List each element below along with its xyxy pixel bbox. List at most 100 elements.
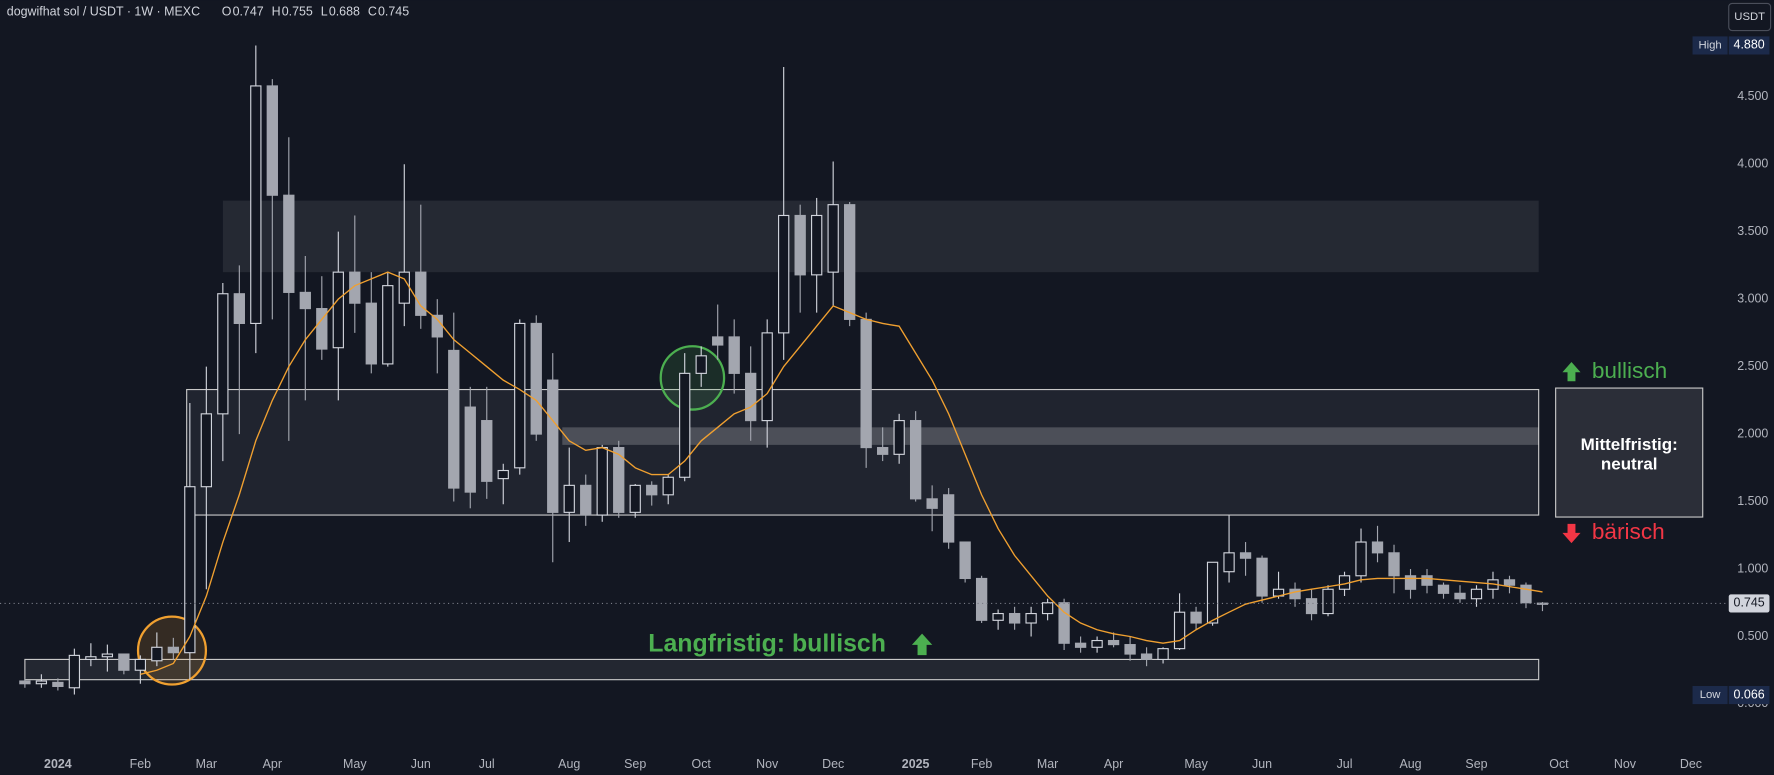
x-tick-label: May	[343, 757, 367, 771]
candle-body	[778, 214, 790, 334]
x-tick-label: Mar	[196, 757, 217, 771]
candle-body	[1404, 575, 1417, 590]
candle-body	[332, 271, 344, 349]
x-tick-label: Sep	[1465, 757, 1487, 771]
last-price-label: 0.745	[1734, 596, 1765, 610]
neutral-box	[1555, 387, 1704, 518]
candle-body	[1421, 575, 1433, 586]
high_marker-value-box	[1728, 36, 1770, 55]
candle-body	[1107, 639, 1120, 646]
x-tick-label: 2025	[902, 757, 930, 771]
down-arrow	[1562, 523, 1581, 544]
currency-button[interactable]	[1728, 2, 1772, 32]
x-tick-label: Jul	[479, 757, 495, 771]
candle-body	[1470, 588, 1483, 600]
candle-body	[646, 484, 658, 496]
x-tick-label: Oct	[692, 757, 712, 771]
x-tick-label: Feb	[971, 757, 993, 771]
y-tick-label: 1.500	[1737, 494, 1768, 508]
symbol: dogwifhat sol / USDT · 1W · MEXC	[7, 5, 200, 19]
candle-body	[942, 494, 955, 543]
candle-body	[745, 372, 757, 422]
y-tick-label: 3.500	[1737, 224, 1768, 238]
x-tick-label: Apr	[263, 757, 282, 771]
candle-body	[876, 447, 889, 455]
ohlc-value: 0.755	[282, 5, 313, 19]
candle-body	[1058, 602, 1070, 644]
candle-body	[200, 413, 212, 488]
candle-body	[1190, 611, 1202, 624]
candle-body	[365, 302, 377, 365]
candle-body	[679, 372, 691, 478]
ohlc-value: 0.745	[378, 5, 409, 19]
candle-body	[662, 476, 674, 496]
x-tick-label: Nov	[1614, 757, 1637, 771]
candle-body	[1355, 541, 1367, 577]
candle-body	[613, 447, 625, 513]
candle-body	[514, 322, 526, 469]
currency[interactable]: USDT	[1734, 11, 1765, 23]
candle-body	[794, 214, 806, 276]
candle-body	[217, 293, 229, 415]
candle-body	[992, 612, 1004, 621]
candle-body	[695, 355, 707, 374]
up-arrow	[1562, 362, 1581, 382]
zones	[24, 200, 1540, 681]
candle-body	[1157, 648, 1169, 661]
x-tick-label: Mar	[1037, 757, 1058, 771]
candle-body	[596, 447, 608, 516]
candle-body	[1388, 552, 1400, 577]
candle-body	[1305, 598, 1318, 615]
x-tick-label: Jul	[1337, 757, 1353, 771]
plot	[19, 45, 1549, 695]
candle-body	[530, 322, 542, 435]
low_marker-tag-label: Low	[1700, 689, 1722, 701]
ohlc-key: O	[222, 5, 232, 19]
candle-body	[1437, 584, 1450, 594]
candle-body	[68, 654, 81, 689]
y-tick-label: 2.000	[1737, 426, 1768, 440]
y-tick-label: 0.500	[1737, 629, 1768, 643]
x-tick-label: Aug	[1399, 757, 1421, 771]
x-tick-label: Sep	[624, 757, 646, 771]
candle-body	[926, 498, 938, 509]
candle-body	[1371, 541, 1384, 554]
candle-body	[1140, 653, 1153, 661]
candle-body	[1041, 602, 1054, 615]
candle-body	[497, 469, 509, 480]
candle-body	[1206, 561, 1219, 624]
candle-body	[712, 336, 724, 346]
candle-body	[893, 420, 905, 455]
y-tick-label: 4.000	[1737, 156, 1768, 170]
candle-body	[415, 271, 427, 316]
up-arrow	[911, 633, 933, 656]
x-tick-label: Oct	[1549, 757, 1569, 771]
candle-body	[860, 318, 872, 449]
high_marker-tag-label: High	[1698, 39, 1721, 51]
candle-body	[629, 484, 641, 513]
candle-body	[844, 204, 856, 320]
x-tick-label: Dec	[822, 757, 844, 771]
candle-body	[1173, 611, 1186, 650]
candle-body	[959, 541, 971, 580]
x-tick-label: May	[1184, 757, 1208, 771]
high_marker-value: 4.880	[1734, 38, 1765, 52]
candle-body	[1289, 588, 1301, 600]
ohlc-key: L	[321, 5, 328, 19]
ohlc-value: 0.688	[329, 5, 360, 19]
candle-body	[266, 85, 278, 196]
x-tick-label: Dec	[1680, 757, 1702, 771]
candle-body	[299, 291, 311, 310]
candle-body	[233, 293, 245, 324]
candle-body	[184, 486, 196, 654]
candle-body	[1239, 552, 1252, 559]
candle-body	[52, 681, 64, 687]
candle-body	[19, 680, 31, 685]
candle-body	[1536, 602, 1549, 605]
candle-body	[580, 484, 592, 516]
candle-body	[811, 214, 823, 276]
bullish-label: bullisch	[1592, 358, 1667, 383]
candle-body	[250, 85, 262, 324]
candle-body	[382, 285, 394, 365]
candle-body	[909, 420, 922, 500]
